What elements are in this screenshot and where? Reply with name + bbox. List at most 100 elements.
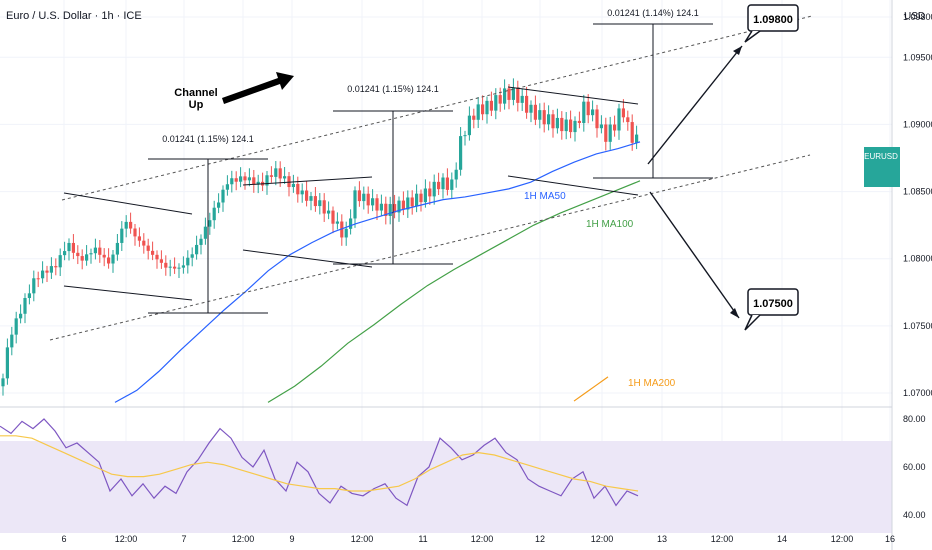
ma50-line <box>114 141 641 403</box>
candle-body <box>428 188 432 197</box>
candle-body <box>617 108 621 131</box>
x-tick-label: 16 <box>885 534 895 544</box>
candle-body <box>525 95 529 113</box>
candle-body <box>199 238 203 245</box>
candle-body <box>547 114 551 125</box>
candle-body <box>278 168 282 179</box>
candle-body <box>604 124 608 142</box>
target-down-label: 1.07500 <box>753 298 793 310</box>
candle-body <box>322 200 326 214</box>
candle-body <box>247 177 251 181</box>
candle-body <box>555 117 559 129</box>
x-tick-label: 11 <box>418 534 427 544</box>
y-tick-label: 1.07000 <box>903 388 932 398</box>
candle-body <box>133 228 137 237</box>
channel-lower-line <box>49 154 811 341</box>
y-tick-label: 1.09800 <box>903 12 932 22</box>
candle-body <box>19 313 23 319</box>
candle-body <box>71 242 75 253</box>
candle-body <box>503 88 507 104</box>
x-tick-label: 12:00 <box>115 534 138 544</box>
candle-body <box>476 104 480 120</box>
candle-body <box>221 189 225 203</box>
candle-body <box>63 251 67 256</box>
candle-body <box>208 220 212 227</box>
candle-body <box>151 250 155 255</box>
target-down-pointer <box>744 314 761 331</box>
candle-body <box>516 87 520 103</box>
candle-body <box>1 378 5 387</box>
candle-body <box>388 204 392 217</box>
candle-body <box>472 115 476 120</box>
candle-body <box>313 196 317 207</box>
rsi-tick-label: 40.00 <box>903 510 926 520</box>
candle-body <box>520 95 524 103</box>
candle-body <box>296 183 300 195</box>
candle-body <box>67 242 71 252</box>
candle-body <box>542 110 546 125</box>
price-badge-countdown: 16:53 <box>901 174 924 184</box>
price-badge-price: 1.08925 <box>901 150 932 160</box>
ma50-label: 1H MA50 <box>524 191 566 202</box>
ma100-line <box>267 180 641 403</box>
candle-body <box>230 178 234 185</box>
candle-body <box>357 190 361 202</box>
candle-body <box>54 266 58 268</box>
candle-body <box>98 247 102 255</box>
candle-body <box>124 221 128 229</box>
candle-body <box>498 95 502 104</box>
channel-label: Up <box>189 99 204 111</box>
x-tick-label: 12 <box>535 534 545 544</box>
candle-body <box>190 254 194 258</box>
candle-body <box>459 136 463 170</box>
candle-body <box>269 175 273 177</box>
candle-body <box>560 117 564 132</box>
candle-body <box>384 203 388 217</box>
candle-body <box>146 245 150 251</box>
candle-body <box>489 100 493 111</box>
candle-body <box>129 221 133 229</box>
candle-body <box>379 203 383 211</box>
candle-body <box>142 240 146 246</box>
candle-body <box>551 114 555 129</box>
candle-body <box>511 87 515 100</box>
x-tick-label: 9 <box>289 534 294 544</box>
candle-body <box>445 177 449 190</box>
target-up-arrow <box>647 45 743 165</box>
y-tick-label: 1.08500 <box>903 187 932 197</box>
rsi-overbought-band <box>0 441 892 533</box>
axes: 6 12:00 7 12:00 9 12:00 11 12:00 12 12:00 13 12:00 1… <box>61 12 932 544</box>
candle-body <box>366 193 370 206</box>
candle-body <box>27 293 31 299</box>
candle-body <box>608 124 612 142</box>
candle-body <box>432 181 436 197</box>
candle-body <box>626 117 630 123</box>
candle-body <box>331 210 335 224</box>
candle-body <box>481 104 485 115</box>
candle-body <box>159 259 163 263</box>
price-badge-symbol: EURUSD <box>864 152 898 161</box>
candle-body <box>287 176 291 188</box>
measure-label: 0.01241 (1.15%) 124.1 <box>162 134 254 144</box>
candle-body <box>243 176 247 181</box>
candle-body <box>89 253 93 255</box>
x-tick-label: 13 <box>657 534 667 544</box>
candle-body <box>10 334 14 348</box>
candle-body <box>49 266 53 273</box>
target-up-label: 1.09800 <box>753 14 793 26</box>
currency-label: USD <box>904 11 926 22</box>
candle-body <box>256 181 260 185</box>
candle-body <box>415 193 419 207</box>
target-up-pointer <box>744 30 761 43</box>
candle-body <box>41 270 45 279</box>
measure-label: 0.01241 (1.15%) 124.1 <box>347 84 439 94</box>
candle-body <box>234 178 238 182</box>
candle-body <box>463 135 467 137</box>
candle-body <box>538 110 542 120</box>
target-up-box <box>747 4 799 32</box>
candle-body <box>173 266 177 269</box>
candle-body <box>613 124 617 131</box>
channel-up-arrow <box>222 72 294 104</box>
candle-body <box>45 270 49 273</box>
